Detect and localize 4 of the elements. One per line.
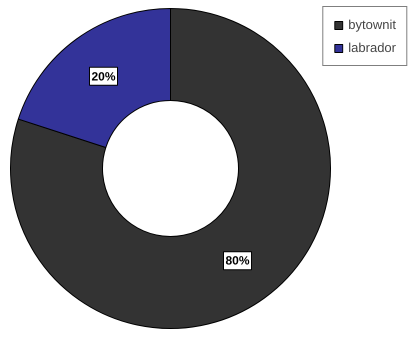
data-label: 80%: [226, 254, 250, 268]
legend-label: labrador: [348, 40, 396, 55]
data-label: 20%: [91, 69, 116, 84]
legend-label: bytownit: [348, 17, 396, 32]
